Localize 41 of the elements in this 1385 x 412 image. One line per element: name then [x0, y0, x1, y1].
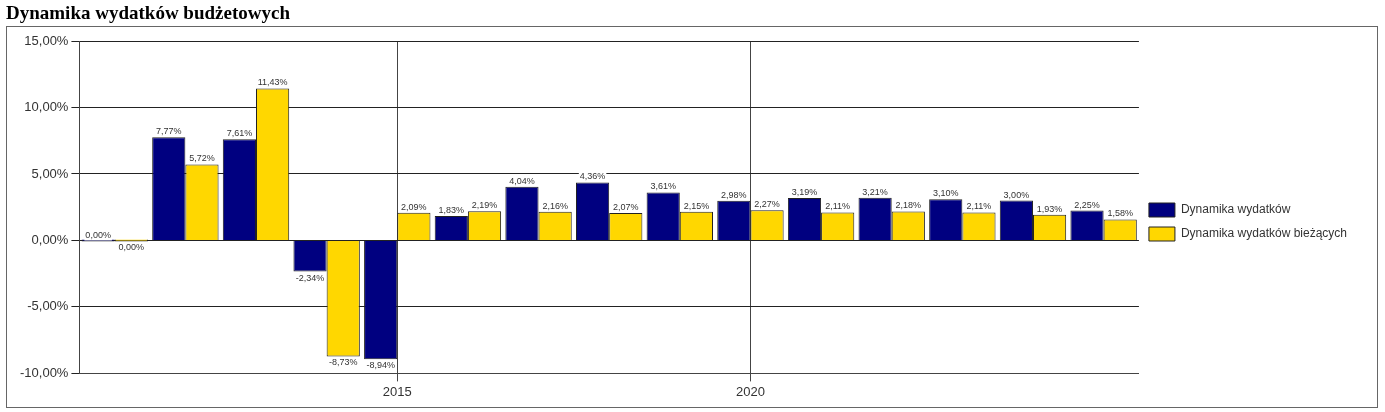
y-tick-label: 10,00% [24, 99, 69, 115]
data-label: 2,16% [542, 200, 568, 211]
y-tick-label: -5,00% [27, 298, 69, 314]
data-label: 2,18% [895, 200, 922, 211]
data-label: 7,61% [226, 128, 253, 139]
data-label: 0,00% [118, 242, 145, 253]
data-label: 3,19% [791, 187, 818, 198]
y-tick-label: -10,00% [20, 364, 69, 380]
data-label: 2,11% [825, 201, 851, 212]
data-label: -8,94% [366, 360, 395, 371]
data-label: 4,36% [579, 171, 606, 182]
x-tick-label: 2020 [735, 383, 765, 399]
data-label: 2,25% [1074, 199, 1100, 210]
data-label: 1,83% [438, 205, 465, 216]
x-tick-label: 2015 [382, 383, 412, 399]
y-tick-label: 0,00% [31, 232, 69, 248]
legend-label: Dynamika wydatków [1180, 202, 1291, 217]
y-tick-label: 5,00% [31, 165, 69, 181]
data-label: -8,73% [328, 357, 358, 368]
data-label: -2,34% [295, 272, 325, 283]
data-label: 2,07% [613, 201, 639, 212]
data-label: 3,21% [862, 186, 888, 197]
data-label: 1,93% [1036, 203, 1063, 214]
data-label: 3,61% [650, 181, 676, 192]
data-label: 11,43% [257, 77, 288, 88]
data-label: 5,72% [189, 153, 215, 164]
chart-title: Dynamika wydatków budżetowych [6, 2, 291, 24]
data-label: 7,77% [156, 126, 182, 137]
data-label: 3,10% [932, 188, 959, 199]
data-label: 4,04% [509, 175, 535, 186]
legend-label: Dynamika wydatków bieżących [1180, 226, 1348, 241]
data-label: 3,00% [1003, 189, 1030, 200]
data-label: 2,19% [471, 200, 498, 211]
data-label: 2,98% [721, 189, 747, 200]
data-label: 2,15% [683, 200, 710, 211]
data-label: 1,58% [1107, 208, 1133, 219]
data-label: 2,27% [754, 199, 780, 210]
data-label: 2,09% [401, 201, 427, 212]
data-label: 2,11% [966, 201, 992, 212]
y-tick-label: 15,00% [24, 32, 69, 48]
data-label: 0,00% [85, 230, 111, 241]
